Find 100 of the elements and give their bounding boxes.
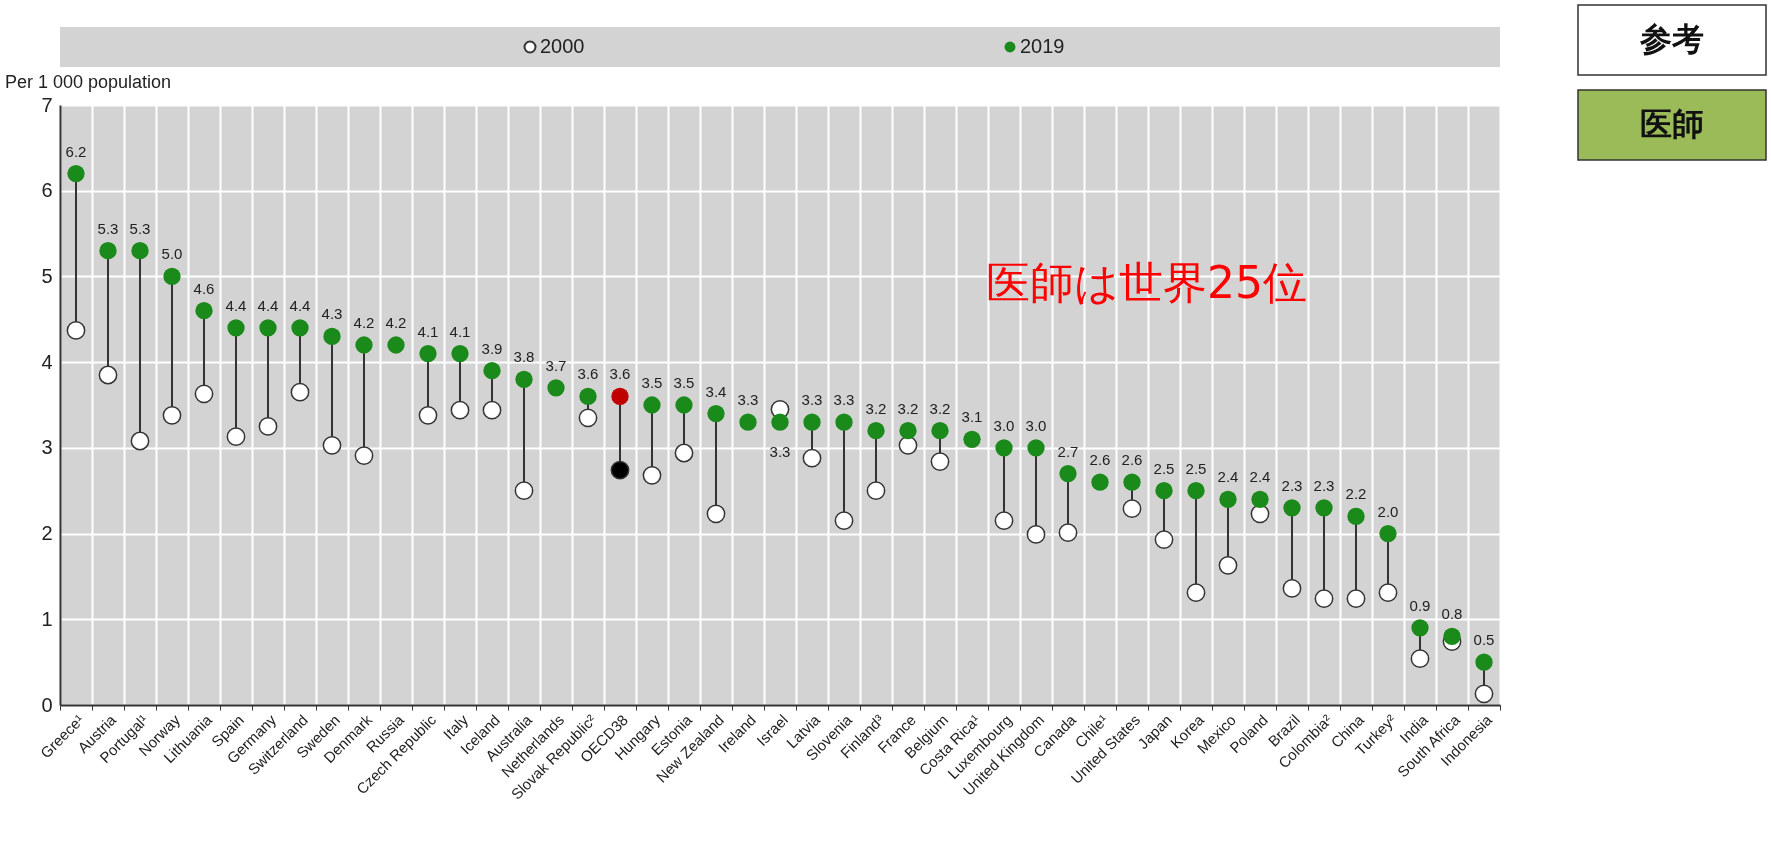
point bbox=[1411, 619, 1429, 637]
point bbox=[1059, 464, 1077, 483]
point bbox=[994, 511, 1014, 531]
data-label: 2.4 bbox=[1249, 468, 1271, 486]
data-label: 4.4 bbox=[257, 296, 279, 314]
point bbox=[482, 400, 502, 420]
point bbox=[354, 446, 374, 465]
point bbox=[450, 400, 470, 420]
data-label: 4.4 bbox=[289, 296, 311, 314]
data-label: 3.6 bbox=[577, 365, 599, 383]
data-label: 3.7 bbox=[545, 356, 567, 374]
point bbox=[1474, 684, 1494, 704]
point bbox=[1315, 499, 1333, 517]
point bbox=[674, 443, 694, 463]
data-label: 2.0 bbox=[1377, 502, 1399, 520]
point bbox=[579, 387, 597, 406]
point bbox=[995, 439, 1013, 457]
point bbox=[803, 413, 821, 431]
point bbox=[1314, 589, 1334, 609]
point bbox=[258, 417, 278, 436]
data-label: 0.9 bbox=[1409, 596, 1431, 614]
data-label: 3.3 bbox=[737, 391, 759, 409]
data-label: 4.2 bbox=[385, 314, 407, 331]
legend-label: 2019 bbox=[1020, 35, 1065, 57]
y-tick-label: 6 bbox=[41, 179, 53, 202]
text: 医師 bbox=[1640, 105, 1704, 143]
point bbox=[611, 387, 629, 406]
data-label: 5.3 bbox=[129, 219, 151, 237]
data-label: 0.8 bbox=[1441, 605, 1463, 623]
data-label: 2.3 bbox=[1313, 476, 1335, 494]
data-label: 2.5 bbox=[1153, 459, 1175, 477]
point bbox=[1443, 627, 1461, 646]
point bbox=[1251, 490, 1269, 508]
data-label: 2.7 bbox=[1057, 442, 1079, 460]
point bbox=[1091, 473, 1109, 491]
point bbox=[1283, 499, 1301, 517]
data-label: 6.2 bbox=[65, 142, 87, 160]
point bbox=[131, 242, 149, 260]
point bbox=[642, 465, 662, 485]
data-label: 4.1 bbox=[417, 322, 439, 340]
point bbox=[1219, 490, 1237, 508]
data-label: 0.5 bbox=[1473, 631, 1495, 649]
data-label: 4.6 bbox=[193, 279, 215, 297]
data-label: 4.4 bbox=[225, 296, 247, 314]
point bbox=[1218, 555, 1238, 575]
point bbox=[291, 319, 309, 337]
point bbox=[1123, 473, 1141, 491]
point bbox=[67, 164, 85, 183]
data-label: 4.1 bbox=[449, 322, 471, 340]
y-tick-label: 0 bbox=[41, 693, 53, 716]
point bbox=[899, 422, 917, 440]
point bbox=[323, 327, 341, 346]
point bbox=[1187, 482, 1205, 500]
point bbox=[578, 408, 598, 428]
y-axis-title: Per 1 000 population bbox=[5, 72, 172, 92]
point bbox=[290, 382, 310, 402]
point bbox=[515, 370, 533, 388]
point bbox=[930, 452, 950, 471]
point bbox=[1282, 579, 1302, 598]
point bbox=[867, 422, 885, 440]
data-label: 3.5 bbox=[641, 374, 663, 391]
data-label: 3.6 bbox=[609, 365, 631, 383]
point bbox=[1027, 439, 1045, 457]
point bbox=[66, 321, 86, 340]
data-label: 3.2 bbox=[865, 399, 887, 417]
data-label: 3.0 bbox=[993, 416, 1015, 434]
point bbox=[195, 302, 213, 320]
data-label: 3.2 bbox=[929, 399, 951, 417]
point bbox=[1155, 482, 1173, 500]
point bbox=[163, 267, 181, 286]
y-tick-label: 5 bbox=[41, 264, 53, 287]
point bbox=[547, 379, 565, 397]
point bbox=[419, 344, 437, 363]
point bbox=[1347, 507, 1365, 526]
data-label: 5.0 bbox=[161, 245, 183, 263]
point bbox=[355, 336, 373, 354]
point bbox=[259, 319, 277, 337]
point bbox=[866, 481, 886, 501]
point bbox=[835, 413, 853, 431]
point bbox=[1378, 583, 1398, 603]
point bbox=[1410, 649, 1430, 669]
point bbox=[1122, 499, 1142, 519]
point bbox=[802, 448, 822, 468]
point bbox=[514, 481, 534, 501]
data-label: 3.9 bbox=[481, 339, 503, 357]
legend-label: 2000 bbox=[540, 35, 585, 57]
point bbox=[226, 427, 246, 447]
point bbox=[706, 504, 726, 524]
point bbox=[227, 319, 245, 337]
point bbox=[162, 405, 182, 425]
point bbox=[1154, 530, 1174, 549]
data-label: 2.2 bbox=[1345, 485, 1367, 503]
point bbox=[771, 413, 789, 431]
y-tick-label: 1 bbox=[41, 607, 53, 630]
data-label: 4.2 bbox=[353, 314, 375, 331]
point bbox=[1379, 524, 1397, 543]
point bbox=[675, 396, 693, 414]
annotation: 医師は世界25位 bbox=[985, 257, 1307, 308]
point bbox=[1250, 504, 1270, 524]
point bbox=[610, 460, 630, 480]
